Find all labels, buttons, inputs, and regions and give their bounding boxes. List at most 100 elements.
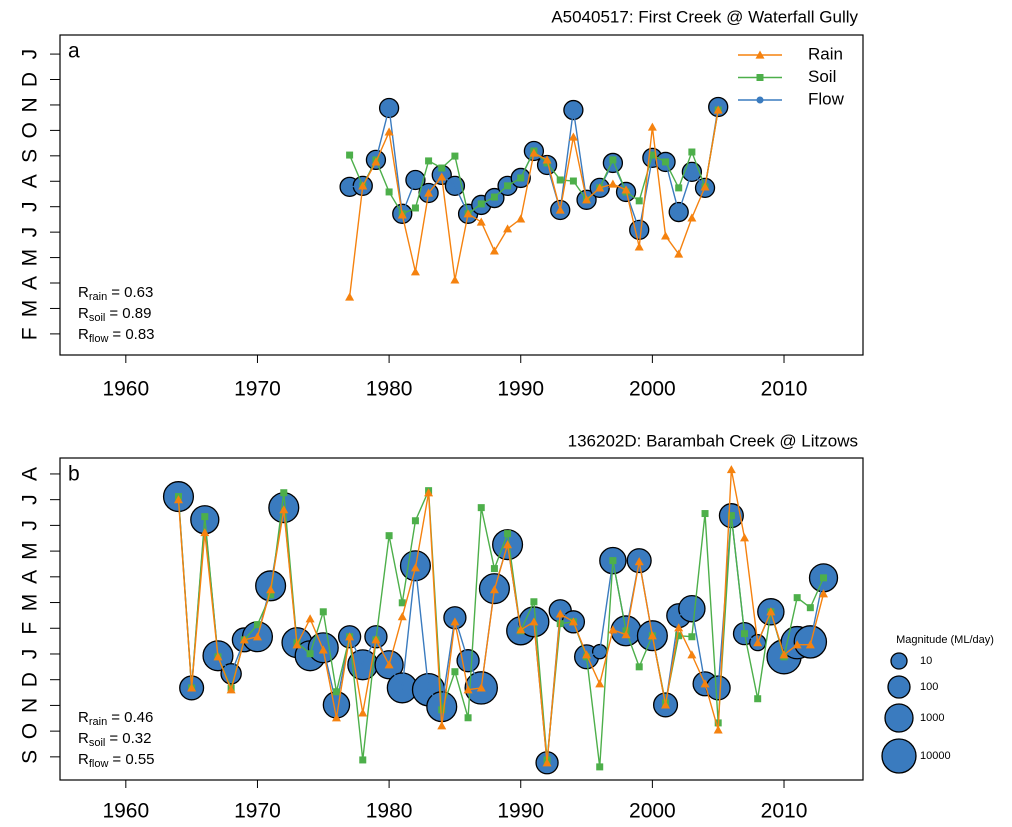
series-line (177, 469, 825, 763)
y-tick-label: S (19, 750, 42, 764)
series-marker (411, 517, 419, 525)
series-marker (792, 640, 802, 649)
y-tick-label: J (19, 649, 42, 660)
series-marker (173, 495, 183, 504)
series-marker (267, 591, 275, 599)
y-tick-label: S (19, 149, 42, 163)
series-marker (687, 213, 697, 222)
series-marker (595, 679, 605, 688)
series-marker (661, 231, 671, 240)
series-marker (252, 632, 262, 641)
series-marker (345, 292, 355, 301)
y-tick-label: D (19, 672, 42, 687)
size-legend-label: 1000 (920, 712, 944, 724)
series-marker (713, 105, 723, 114)
y-tick-label: A (19, 276, 42, 290)
series-marker (766, 607, 776, 616)
series-marker (201, 513, 209, 521)
series-marker (674, 249, 684, 258)
series-marker (385, 188, 393, 196)
y-tick-label: O (19, 723, 42, 739)
plot-frame (59, 457, 864, 781)
stat-label: Rflow = 0.55 (78, 751, 155, 770)
series-marker (713, 725, 723, 734)
series-marker (530, 598, 538, 606)
y-tick-label: F (19, 327, 42, 340)
series-marker (805, 640, 815, 649)
series-marker (556, 620, 564, 628)
series-marker (319, 608, 327, 616)
legend-marker (756, 74, 764, 81)
panel-title: 136202D: Barambah Creek @ Litzows (568, 431, 858, 450)
legend-marker (755, 50, 765, 59)
stat-text: = 0.32 (109, 730, 151, 747)
series-marker (753, 638, 763, 647)
x-tick-label: 1990 (497, 800, 544, 823)
y-tick-label: D (19, 72, 42, 87)
size-legend-label: 10000 (920, 750, 951, 762)
series-marker (688, 633, 696, 641)
legend-label: Flow (808, 89, 845, 108)
series-marker (517, 174, 525, 182)
series-marker (463, 209, 473, 218)
series-marker (635, 663, 643, 671)
series-marker (358, 708, 368, 717)
series-marker (346, 151, 354, 159)
series-marker (529, 617, 539, 626)
series-marker (476, 217, 486, 226)
series-marker (504, 530, 512, 538)
x-tick-label: 1980 (366, 800, 413, 823)
x-tick-label: 1970 (234, 800, 281, 823)
y-tick-label: M (19, 542, 42, 560)
series-marker (477, 200, 485, 208)
series-marker (371, 157, 381, 166)
panel-label: a (68, 40, 80, 63)
stat-label: Rsoil = 0.89 (78, 305, 151, 324)
legend-label: Soil (808, 67, 836, 86)
series-marker (582, 650, 592, 659)
x-tick-label: 2010 (761, 800, 808, 823)
series-marker (200, 528, 210, 537)
series-marker (648, 151, 656, 159)
series-marker (688, 148, 696, 156)
series-line (177, 490, 825, 767)
series-marker (608, 179, 618, 188)
y-tick-label: O (19, 122, 42, 138)
series-marker (542, 155, 552, 164)
series-marker (397, 210, 407, 219)
series-marker (634, 557, 644, 566)
stat-base: R (78, 751, 89, 768)
size-legend-label: 10 (920, 655, 932, 667)
series-marker (779, 650, 789, 659)
series-marker (621, 185, 631, 194)
series-marker (384, 127, 394, 136)
stat-sub: soil (89, 737, 106, 749)
series-marker (437, 721, 447, 730)
series-marker (292, 640, 302, 649)
series-marker (226, 685, 236, 694)
stat-text: = 0.89 (109, 305, 151, 322)
series-marker (621, 630, 631, 639)
series-marker (608, 625, 618, 634)
series-marker (490, 193, 498, 201)
y-tick-label: F (19, 622, 42, 635)
series-marker (595, 183, 605, 192)
series-marker (662, 158, 670, 166)
series-marker (596, 763, 604, 771)
size-legend-bubble (884, 703, 914, 733)
x-tick-label: 1990 (497, 378, 544, 401)
series-marker (464, 714, 472, 722)
series-marker (438, 164, 446, 172)
series-marker (318, 645, 328, 654)
series-marker (451, 668, 459, 676)
y-tick-label: N (19, 97, 42, 112)
stat-label: Rsoil = 0.32 (78, 730, 151, 749)
panel-title: A5040517: First Creek @ Waterfall Gully (551, 7, 858, 26)
y-tick-label: J (19, 201, 42, 212)
series-marker (239, 635, 249, 644)
legend-marker (756, 96, 764, 104)
panel-label: b (68, 463, 80, 486)
stat-label: Rrain = 0.63 (78, 284, 153, 303)
series-marker (647, 631, 657, 640)
